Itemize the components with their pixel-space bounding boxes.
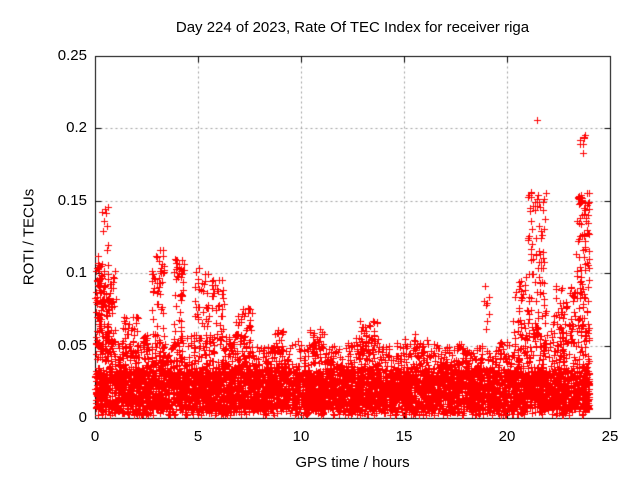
x-tick-label: 5 [193, 428, 203, 445]
y-tick-label: 0 [78, 409, 87, 426]
x-tick-label: 20 [498, 428, 516, 445]
y-tick-label: 0.25 [57, 47, 87, 64]
y-tick-label: 0.2 [66, 119, 87, 137]
x-tick-label: 10 [292, 428, 310, 445]
x-axis-label: GPS time / hours [295, 454, 410, 471]
y-tick-label: 0.15 [57, 191, 87, 209]
y-tick-label: 0.1 [66, 264, 87, 282]
x-tick-label: 0 [90, 428, 100, 445]
x-tick-label: 15 [395, 428, 413, 445]
chart-title: Day 224 of 2023, Rate Of TEC Index for r… [175, 19, 530, 36]
y-tick-label: 0.05 [57, 336, 87, 354]
x-tick-label: 25 [601, 428, 619, 445]
